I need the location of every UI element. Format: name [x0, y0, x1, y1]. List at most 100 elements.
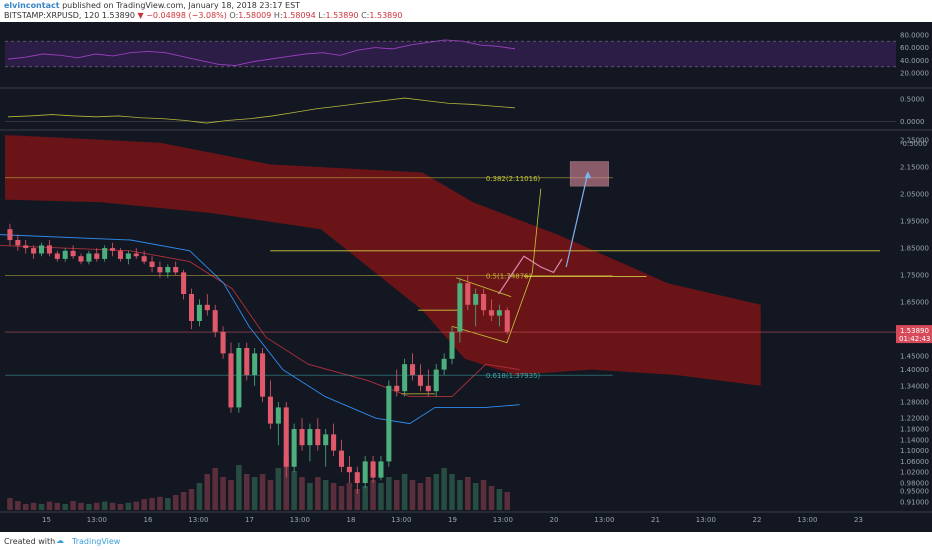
- candle-body: [378, 461, 384, 478]
- volume-bar: [259, 474, 266, 510]
- candle-body: [86, 253, 92, 262]
- projection-arrow: [565, 175, 588, 268]
- time-tick-label: 13:00: [493, 516, 513, 524]
- created-with-label: Created with: [4, 537, 56, 546]
- volume-bar: [354, 489, 361, 510]
- volume-bar: [228, 480, 234, 510]
- candle-body: [15, 240, 21, 246]
- chart-footer: Created with ☁ TradingView: [0, 532, 932, 550]
- candle-body: [46, 245, 52, 254]
- rsi-tick-label: 40.0000: [900, 57, 929, 65]
- volume-bar: [472, 483, 479, 510]
- time-tick-label: 13:00: [797, 516, 817, 524]
- close-value: 1.53890: [369, 11, 403, 20]
- volume-bar: [449, 474, 455, 510]
- volume-bar: [70, 501, 76, 510]
- rsi-tick-label: 20.0000: [900, 70, 929, 78]
- candle-body: [449, 331, 455, 359]
- candle-body: [331, 434, 337, 451]
- time-tick-label: 19: [448, 516, 457, 524]
- price-tick-label: 1.85000: [900, 245, 929, 253]
- candle-body: [473, 294, 479, 305]
- publish-line: elvincontact published on TradingView.co…: [4, 1, 300, 11]
- price-tick-label: 0.95000: [900, 488, 929, 496]
- fib-level-label: 0.382(2.11016): [486, 175, 541, 183]
- rsi-band: [5, 41, 896, 67]
- open-label: O:: [229, 11, 239, 20]
- tradingview-brand[interactable]: TradingView: [72, 537, 121, 546]
- time-tick-label: 13:00: [290, 516, 310, 524]
- candle-body: [417, 375, 423, 386]
- candle-body: [323, 434, 329, 446]
- volume-bar: [322, 480, 329, 510]
- price-tick-label: 2.05000: [900, 191, 929, 199]
- osc-tick-label: -0.5000: [900, 140, 927, 148]
- candle-body: [23, 245, 29, 249]
- volume-bar: [220, 477, 226, 510]
- volume-bar: [401, 474, 408, 510]
- candle-body: [141, 256, 147, 262]
- time-tick-label: 20: [550, 516, 559, 524]
- volume-bar: [480, 480, 487, 510]
- candle-body: [125, 253, 131, 259]
- price-tick-label: 1.06000: [900, 458, 929, 466]
- candle-body: [275, 407, 281, 424]
- rsi-tick-label: 60.0000: [900, 44, 929, 52]
- low-value: 1.53890: [325, 11, 359, 20]
- candle-body: [181, 272, 187, 294]
- candle-body: [488, 310, 494, 316]
- candle-body: [433, 369, 439, 392]
- osc-tick-label: 0.5000: [900, 95, 925, 103]
- time-tick-label: 16: [144, 516, 153, 524]
- price-change: −0.04898 (−3.08%): [146, 11, 227, 20]
- volume-bar: [109, 502, 116, 510]
- price-tick-label: 0.98000: [900, 480, 929, 488]
- projection-path: [498, 255, 563, 295]
- candle-body: [236, 348, 242, 408]
- price-tick-label: 1.18000: [900, 426, 929, 434]
- osc-tick-label: 0.0000: [900, 118, 925, 126]
- candle-body: [94, 253, 100, 259]
- volume-bar: [117, 504, 124, 510]
- volume-bar: [409, 480, 416, 510]
- volume-bar: [299, 477, 305, 510]
- price-tick-label: 1.10000: [900, 447, 929, 455]
- author-name[interactable]: elvincontact: [4, 1, 60, 10]
- open-value: 1.58009: [238, 11, 272, 20]
- volume-bar: [386, 477, 392, 510]
- time-tick-label: 13:00: [87, 516, 107, 524]
- down-arrow-icon: ▼: [137, 11, 144, 20]
- candle-body: [457, 283, 463, 332]
- chart-canvas[interactable]: 80.0000 60.0000 40.0000 20.0000 0.5000 0.0000…: [0, 22, 932, 532]
- volume-bar: [101, 501, 108, 510]
- price-tick-label: 1.34000: [900, 382, 929, 390]
- volume-bar: [362, 486, 368, 510]
- price-tick-label: 0.91000: [900, 498, 929, 506]
- countdown-label: 01:42:43: [899, 335, 930, 343]
- price-tick-label: 1.14000: [900, 436, 929, 444]
- volume-bar: [457, 480, 463, 510]
- candle-body: [370, 461, 376, 478]
- volume-bar: [180, 492, 187, 510]
- volume-bar: [94, 502, 100, 510]
- last-price-tag: [896, 325, 932, 344]
- candle-body: [299, 429, 305, 446]
- volume-bar: [393, 480, 400, 510]
- candle-body: [260, 353, 266, 397]
- candle-body: [402, 364, 408, 392]
- symbol-label: BITSTAMP:XRPUSD, 120: [4, 11, 100, 20]
- wedge-upper: [456, 277, 512, 298]
- rsi-tick-label: 80.0000: [900, 31, 929, 39]
- candle-body: [252, 353, 258, 375]
- candle-body: [291, 429, 297, 467]
- volume-bar: [346, 483, 353, 510]
- volume-bar: [370, 480, 376, 510]
- volume-bar: [338, 486, 345, 510]
- volume-bar: [236, 465, 242, 510]
- time-tick-label: 17: [245, 516, 254, 524]
- volume-bar: [488, 486, 495, 510]
- candle-body: [307, 429, 313, 446]
- volume-bar: [172, 495, 179, 510]
- candle-body: [315, 429, 321, 446]
- rsi-line: [7, 39, 516, 66]
